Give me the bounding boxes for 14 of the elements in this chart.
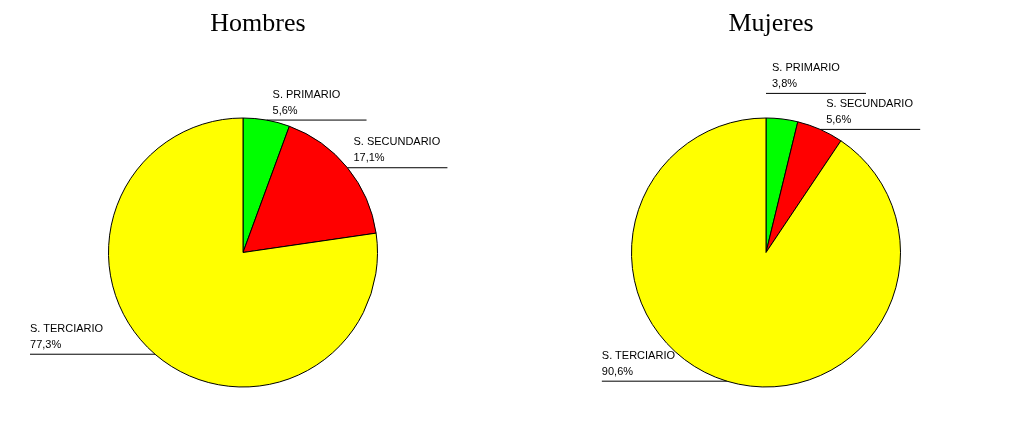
- slice-label: S. SECUNDARIO: [353, 135, 441, 148]
- slice-label: S. TERCIARIO: [601, 348, 676, 361]
- chart-title: Mujeres: [727, 8, 815, 39]
- data-label: 17,1%: [353, 151, 385, 164]
- slice-label: S. TERCIARIO: [30, 321, 104, 334]
- data-label: 5,6%: [826, 112, 852, 125]
- slice-label: S. PRIMARIO: [772, 60, 841, 73]
- slice-label: S. PRIMARIO: [272, 87, 341, 100]
- slice-label: S. SECUNDARIO: [826, 96, 914, 109]
- chart-title: Hombres: [209, 8, 307, 39]
- data-label: 77,3%: [30, 337, 62, 350]
- data-label: 3,8%: [772, 76, 798, 89]
- data-label: 5,6%: [272, 103, 298, 116]
- data-label: 90,6%: [601, 364, 634, 377]
